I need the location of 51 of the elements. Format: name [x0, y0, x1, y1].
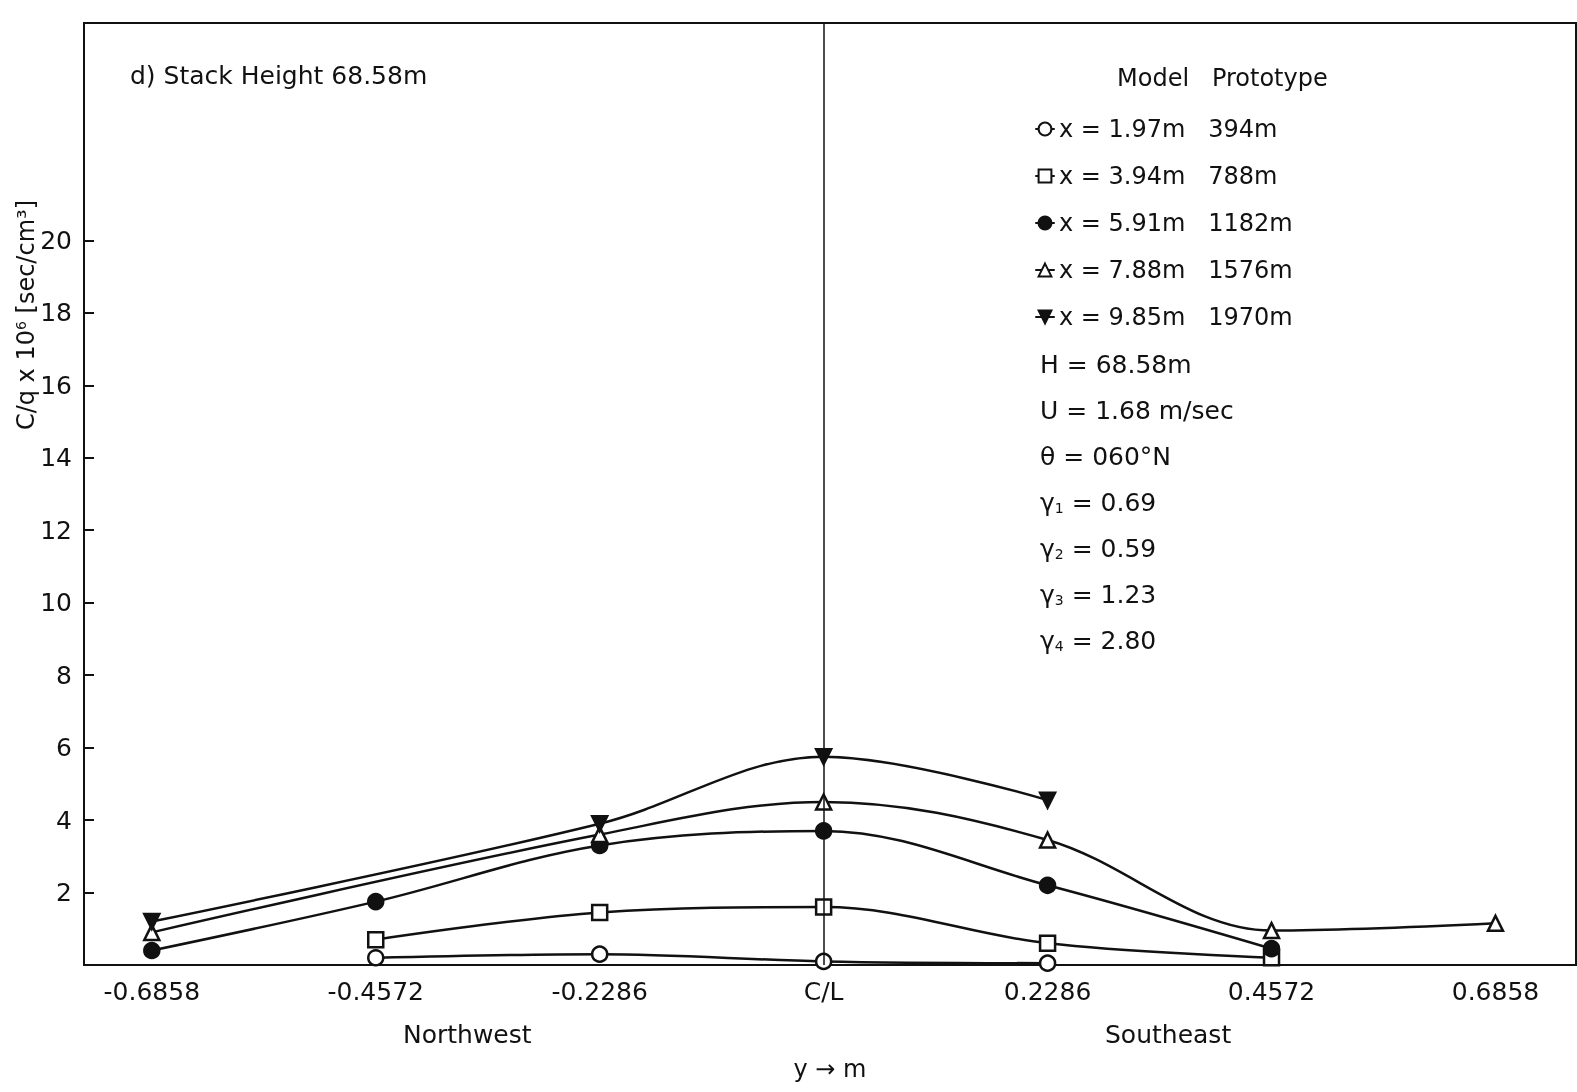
y-tick-label: 12: [40, 515, 72, 545]
point: [1486, 914, 1505, 933]
point: [590, 814, 609, 833]
y-tick-label: 6: [56, 733, 72, 763]
point: [1262, 939, 1281, 958]
legend-label: x = 9.85m 1970m: [1059, 303, 1293, 331]
annotation: γ2 = 0.59: [1040, 534, 1157, 563]
y-tick-label: 20: [40, 225, 72, 255]
legend-label: x = 3.94m 788m: [1059, 162, 1278, 190]
x-tick-label: C/L: [803, 977, 844, 1006]
y-tick-label: 8: [56, 660, 72, 690]
x-tick-label: -0.6858: [103, 977, 201, 1006]
legend-label: x = 7.88m 1576m: [1059, 256, 1293, 284]
legend-label: x = 5.91m 1182m: [1059, 209, 1293, 237]
point: [1038, 934, 1057, 953]
annotation: γ3 = 1.23: [1040, 580, 1157, 609]
text: Southeast: [1105, 1020, 1232, 1049]
point: [1038, 831, 1057, 849]
text: Northwest: [403, 1020, 532, 1049]
y-tick-label: 10: [40, 588, 72, 618]
y-tick-label: 14: [40, 443, 72, 473]
point: [1038, 876, 1057, 895]
y-tick-label: 2: [56, 878, 72, 908]
point: [367, 949, 385, 967]
annotation: U = 1.68 m/sec: [1040, 396, 1234, 425]
x-axis-title: y → m: [793, 1055, 867, 1083]
annotation: γ4 = 2.80: [1040, 626, 1157, 655]
annotation: H = 68.58m: [1040, 350, 1192, 379]
y-axis-title: C/q x 106 [sec/cm³]: [12, 199, 40, 431]
annotation: γ1 = 0.69: [1040, 488, 1157, 517]
x-tick-label: 0.4572: [1227, 977, 1316, 1006]
x-tick-label: -0.4572: [327, 977, 424, 1006]
point: [590, 945, 609, 963]
point: [1038, 954, 1057, 972]
legend-label: x = 1.97m 394m: [1059, 115, 1278, 143]
point: [1262, 921, 1281, 940]
x-tick-label: -0.2286: [551, 977, 648, 1006]
x-tick-label: 0.2286: [1003, 977, 1092, 1006]
annotation: θ = 060°N: [1040, 442, 1172, 471]
legend-title: Model Prototype: [1117, 64, 1328, 92]
point: [1038, 791, 1057, 809]
y-tick-label: 4: [56, 805, 72, 835]
text: d) Stack Height 68.58m: [130, 61, 428, 90]
point: [143, 912, 161, 931]
y-tick-label: 16: [40, 370, 72, 400]
point: [367, 892, 385, 911]
y-tick-label: 18: [40, 298, 72, 328]
x-tick-label: 0.6858: [1451, 977, 1540, 1006]
point: [143, 941, 161, 960]
point: [366, 930, 385, 949]
point: [590, 903, 609, 922]
